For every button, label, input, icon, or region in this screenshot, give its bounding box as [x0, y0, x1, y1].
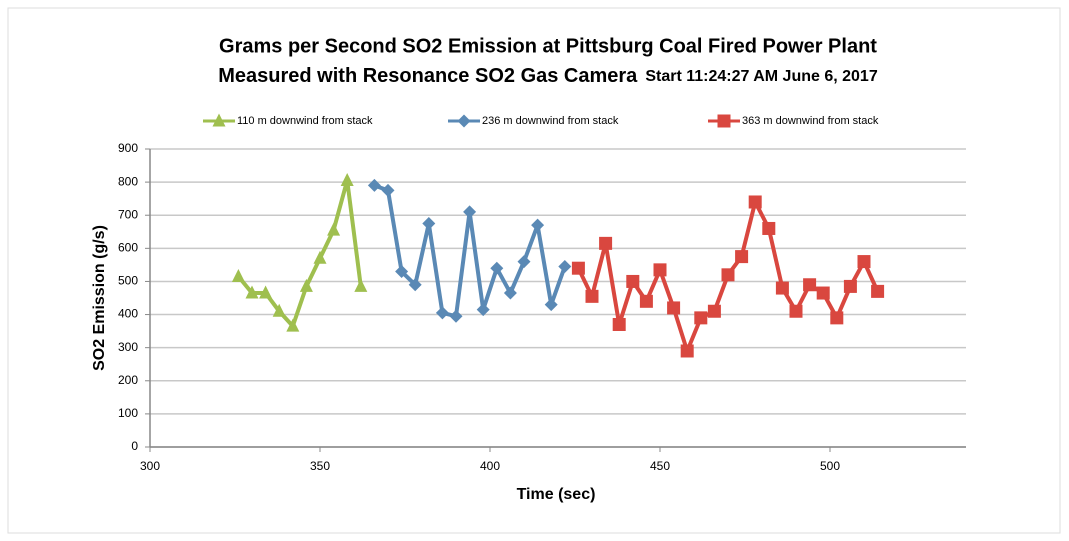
data-point — [340, 172, 354, 186]
y-tick-label: 600 — [118, 241, 138, 255]
series-line — [236, 178, 363, 329]
data-point — [503, 286, 517, 300]
legend-label: 363 m downwind from stack — [742, 115, 879, 127]
y-tick-label: 500 — [118, 274, 138, 288]
data-point — [667, 301, 681, 315]
data-point — [245, 285, 259, 299]
x-tick-label: 350 — [310, 459, 330, 473]
chart-title: Grams per Second SO2 Emission at Pittsbu… — [219, 35, 877, 57]
y-axis-label: SO2 Emission (g/s) — [91, 225, 108, 371]
data-point — [449, 309, 463, 323]
data-point — [748, 195, 762, 209]
chart-subtitle: Measured with Resonance SO2 Gas Camera — [218, 65, 638, 87]
data-point — [544, 298, 558, 312]
x-axis-label: Time (sec) — [517, 486, 596, 503]
data-point — [775, 281, 789, 295]
x-tick-label: 500 — [820, 459, 840, 473]
data-point — [354, 278, 368, 292]
data-point — [395, 265, 409, 279]
data-point — [694, 311, 708, 325]
data-point — [816, 286, 830, 300]
data-point — [463, 205, 477, 219]
data-point — [408, 278, 422, 292]
data-point — [626, 274, 640, 288]
y-tick-label: 400 — [118, 307, 138, 321]
data-point — [803, 278, 817, 292]
data-point — [680, 344, 694, 358]
data-point — [517, 255, 531, 269]
data-point — [571, 261, 585, 275]
legend-marker — [717, 114, 731, 128]
data-point — [259, 285, 273, 299]
data-point — [422, 217, 436, 230]
data-point — [612, 317, 626, 331]
data-point — [367, 178, 381, 192]
x-tick-label: 300 — [140, 459, 160, 473]
data-point — [762, 221, 776, 235]
data-point — [313, 250, 327, 264]
data-point — [327, 222, 341, 236]
data-point — [558, 260, 572, 274]
data-point — [707, 304, 721, 318]
data-point — [871, 284, 885, 298]
data-point — [286, 318, 300, 332]
data-point — [435, 306, 449, 320]
data-point — [653, 263, 667, 277]
data-point — [531, 218, 545, 232]
data-point — [585, 289, 599, 303]
data-point — [272, 303, 286, 317]
legend-marker — [212, 113, 226, 127]
data-point — [830, 311, 844, 325]
data-point — [721, 268, 735, 282]
data-point — [599, 236, 613, 250]
y-tick-label: 800 — [118, 174, 138, 188]
x-tick-label: 400 — [480, 459, 500, 473]
data-point — [381, 183, 395, 197]
legend-label: 110 m downwind from stack — [237, 115, 373, 127]
data-point — [857, 255, 871, 269]
y-tick-label: 200 — [118, 373, 138, 387]
data-point — [735, 250, 749, 264]
data-point — [490, 261, 504, 275]
data-point — [639, 294, 653, 308]
y-tick-label: 0 — [131, 439, 138, 453]
data-point — [299, 278, 313, 292]
data-point — [789, 304, 803, 318]
data-point — [843, 279, 857, 293]
y-tick-label: 900 — [118, 141, 138, 155]
data-point — [476, 303, 490, 317]
y-tick-label: 300 — [118, 340, 138, 354]
y-tick-label: 700 — [118, 207, 138, 221]
legend-label: 236 m downwind from stack — [482, 115, 619, 127]
x-tick-label: 450 — [650, 459, 670, 473]
legend-marker — [457, 114, 471, 128]
y-tick-label: 100 — [118, 406, 138, 420]
data-point — [231, 268, 245, 282]
annotation: Start 11:24:27 AM June 6, 2017 — [645, 68, 878, 85]
chart-frame — [7, 7, 1061, 534]
subtitle-line: Measured with Resonance SO2 Gas Camera St… — [218, 65, 878, 87]
